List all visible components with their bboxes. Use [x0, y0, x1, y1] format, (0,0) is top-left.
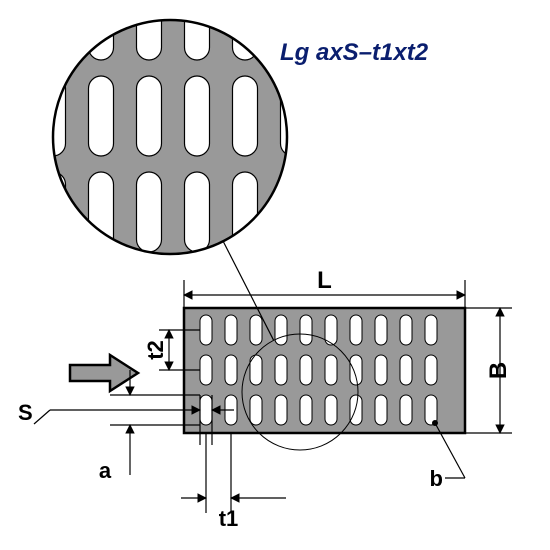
dim-t2: t2 [143, 340, 168, 360]
slot [375, 315, 387, 345]
slot [350, 395, 362, 425]
slot [300, 395, 312, 425]
slot [325, 355, 337, 385]
slot [250, 395, 262, 425]
dim-t1: t1 [219, 506, 239, 531]
slot [225, 355, 237, 385]
slot [400, 395, 412, 425]
slot [375, 395, 387, 425]
slot [225, 315, 237, 345]
formula-title: Lg axS–t1xt2 [280, 39, 429, 66]
slot [300, 315, 312, 345]
slot [200, 315, 212, 345]
slot [250, 315, 262, 345]
dim-b: b [430, 466, 443, 491]
slot [275, 395, 287, 425]
dim-B: B [485, 362, 512, 379]
direction-arrow-icon [70, 355, 138, 391]
slot [300, 355, 312, 385]
slot [350, 355, 362, 385]
slot [200, 355, 212, 385]
slot [400, 315, 412, 345]
slot [200, 395, 212, 425]
slot [275, 315, 287, 345]
slot [425, 315, 437, 345]
magnifier-detail [0, 0, 306, 348]
dim-L: L [317, 267, 332, 294]
slot [425, 355, 437, 385]
perforated-sheet [184, 308, 465, 433]
slot [350, 315, 362, 345]
slot [325, 395, 337, 425]
slot [400, 355, 412, 385]
slot [375, 355, 387, 385]
dim-a: a [99, 458, 112, 483]
slot [275, 355, 287, 385]
dim-S: S [18, 400, 33, 425]
